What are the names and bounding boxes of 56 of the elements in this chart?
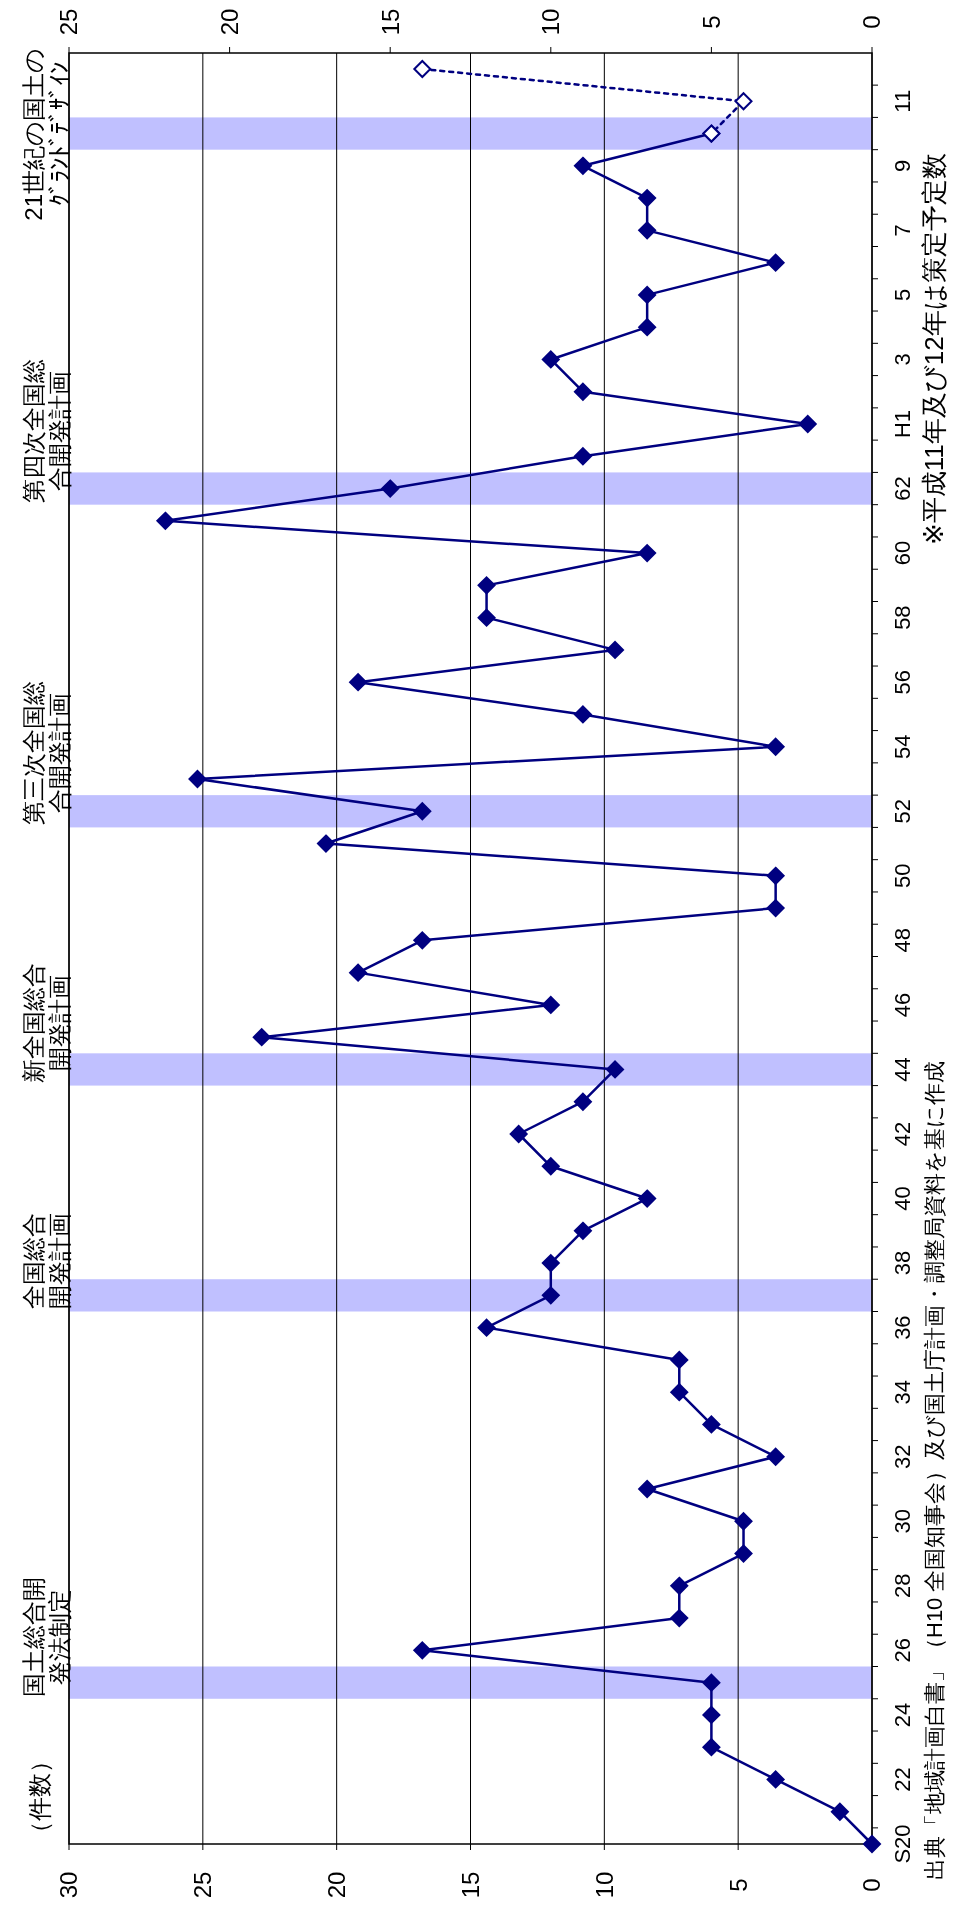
ytick: 46: [889, 992, 915, 1018]
ytick: 54: [889, 734, 915, 759]
ytick: 26: [889, 1638, 915, 1663]
ytick: 62: [889, 476, 915, 501]
x2tick: 15: [376, 8, 404, 36]
ytick: H1: [889, 409, 915, 439]
ytick: 32: [889, 1444, 915, 1469]
ytick: 28: [889, 1573, 915, 1599]
annotation: ｸﾞﾗﾝﾄﾞﾃﾞｻﾞｲﾝ: [46, 62, 74, 207]
xtick: 5: [724, 1878, 752, 1892]
xtick: 30: [55, 1871, 83, 1899]
annotation: 第三次全国総: [20, 681, 48, 826]
ytick: 9: [889, 159, 915, 172]
annotation: 出典「地域計画白書」（H10 全国知事会）及び国土庁計画・調整局資料を基に作成: [921, 1060, 947, 1880]
x2tick: 0: [858, 15, 886, 29]
ytick: 38: [889, 1250, 915, 1276]
x2tick: 10: [537, 8, 565, 36]
xtick: 10: [590, 1871, 618, 1899]
ytick: 24: [889, 1702, 915, 1728]
annotation: （件数）: [26, 1749, 54, 1845]
ytick: 22: [889, 1767, 915, 1792]
xtick: 15: [456, 1871, 484, 1899]
ytick: 30: [889, 1509, 915, 1534]
ytick: 42: [889, 1121, 915, 1147]
ytick: 60: [889, 540, 915, 566]
x2tick: 5: [697, 15, 725, 29]
x2tick: 20: [216, 8, 243, 36]
annotation: 国土総合開: [20, 1576, 48, 1697]
ytick: 3: [889, 353, 915, 366]
ytick: 34: [889, 1379, 915, 1405]
x2tick: 25: [55, 8, 83, 36]
ytick: 56: [889, 669, 915, 695]
annotation: 第四次全国総: [20, 358, 48, 503]
ytick: S20: [889, 1824, 915, 1864]
ytick: 44: [889, 1057, 915, 1082]
annotation: 21世紀の国土の: [20, 48, 48, 221]
annotation: 発法制定: [46, 1588, 74, 1685]
ytick: 7: [889, 224, 915, 237]
annotation: 開発計画: [46, 975, 74, 1072]
annotation: 全国総合: [20, 1213, 48, 1310]
ytick: 48: [889, 928, 915, 953]
ytick: 50: [889, 863, 915, 889]
annotation: ※平成11年及び12年は策定予定数: [919, 153, 950, 545]
ytick: 11: [889, 89, 915, 113]
ytick: 36: [889, 1315, 915, 1340]
annotation: 新全国総合: [20, 963, 48, 1084]
xtick: 25: [189, 1871, 217, 1899]
xtick: 0: [858, 1878, 886, 1892]
ytick: 5: [889, 288, 915, 302]
annotation: 開発計画: [46, 1213, 74, 1310]
ytick: 52: [889, 799, 915, 824]
ytick: 40: [889, 1186, 915, 1211]
xtick: 20: [323, 1871, 351, 1899]
annotation: 合開発計画: [46, 370, 74, 491]
annotation: 合開発計画: [46, 693, 74, 814]
ytick: 58: [889, 605, 915, 630]
